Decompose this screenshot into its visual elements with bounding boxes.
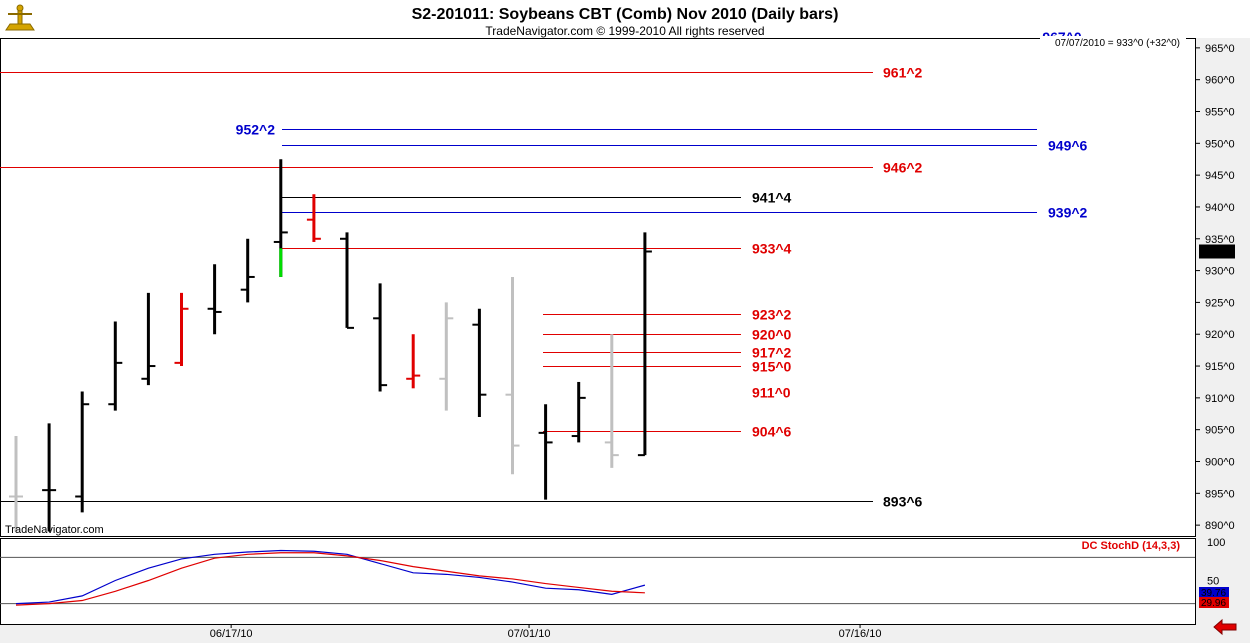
y-tick-label: 910^0 [1205,393,1235,405]
x-tick-label: 07/16/10 [839,628,882,640]
level-label: 893^6 [883,494,923,510]
stoch-line-blue [15,549,646,605]
chart-title: S2-201011: Soybeans CBT (Comb) Nov 2010 … [412,6,839,23]
y-tick-label: 900^0 [1205,457,1235,469]
ohlc-bar [340,232,354,329]
y-tick-label: 955^0 [1205,107,1235,119]
x-tick-label: 07/01/10 [508,628,551,640]
last-price-box [1199,244,1235,259]
ohlc-bar [108,321,123,411]
x-axis-panel [0,624,1250,643]
indicator-title: DC StochD (14,3,3) [1082,540,1181,552]
indicator-value-box [1199,597,1229,608]
ohlc-bar [306,194,321,242]
y-axis: 965^0 960^0 955^0 950^0 945^0 940^0 935^0 930^0… [1196,43,1235,532]
indicator-panel-frame [0,538,1196,625]
x-axis: 06/17/10 07/01/10 07/16/10 [210,624,882,640]
ohlc-bar [75,391,90,513]
indicator-value-label: 39.76 [1201,588,1226,599]
y-axis-panel [1196,38,1250,628]
y-tick-label: 945^0 [1205,170,1235,182]
x-tick-label: 06/17/10 [210,628,253,640]
ohlc-bar [240,238,255,303]
ohlc-bar [637,232,652,457]
indicator-y-tick: 100 [1207,537,1225,549]
ohlc-bar [373,283,388,392]
ohlc-bar [472,308,487,417]
ohlc-bar [571,381,586,443]
level-label: 939^2 [1048,205,1088,221]
level-label: 952^2 [236,122,276,138]
stoch-line-red [15,552,645,606]
ohlc-bar [42,423,57,532]
chart-subtitle: TradeNavigator.com © 1999-2010 All right… [485,24,764,38]
last-price-label: 933^0 [1201,247,1231,259]
indicator-y-tick: 50 [1207,576,1219,588]
y-tick-label: 935^0 [1205,234,1235,246]
scroll-left-arrow-icon[interactable] [1213,618,1237,636]
price-panel-frame [0,38,1196,537]
level-label: 961^2 [883,65,923,81]
indicator-value-label: 29.96 [1201,598,1226,609]
ohlc-bar [207,264,222,335]
level-label: 923^2 [752,307,792,323]
indicator-value-box [1199,587,1229,598]
level-label: 911^0 [752,385,791,401]
ohlc-bar [505,276,520,475]
ohlc-bar [406,334,421,389]
y-tick-label: 915^0 [1205,361,1235,373]
readout-backdrop [1040,36,1186,48]
y-tick-label: 925^0 [1205,297,1235,309]
level-label: 949^6 [1048,138,1088,154]
ohlc-bar [604,334,619,468]
watermark: TradeNavigator.com [5,524,104,536]
y-tick-label: 960^0 [1205,75,1235,87]
y-tick-label: 895^0 [1205,488,1235,500]
bars-layer [9,159,652,532]
level-label: 933^4 [752,241,792,257]
y-tick-label: 950^0 [1205,138,1235,150]
level-label: 920^0 [752,327,792,343]
level-label: 915^0 [752,359,792,375]
app-logo-icon [5,4,35,31]
level-label: 904^6 [752,424,792,440]
y-tick-label: 905^0 [1205,425,1235,437]
level-label: 946^2 [883,160,923,176]
ohlc-bar [141,292,156,386]
ohlc-bar [174,292,189,367]
price-readout: 07/07/2010 = 933^0 (+32^0) [1055,38,1180,49]
ohlc-bar [9,436,23,532]
ohlc-bar [439,302,454,411]
level-label: 941^4 [752,190,792,206]
level-label: 917^2 [752,345,792,361]
y-tick-label: 965^0 [1205,43,1235,55]
levels-layer: 961^2 952^2 949^6 946^2 941^4 939^2 933^4 923^2… [0,65,1088,510]
y-tick-label: 940^0 [1205,202,1235,214]
ohlc-bar [538,404,553,500]
y-tick-label: 890^0 [1205,520,1235,532]
y-tick-label: 920^0 [1205,329,1235,341]
y-tick-label: 930^0 [1205,266,1235,278]
